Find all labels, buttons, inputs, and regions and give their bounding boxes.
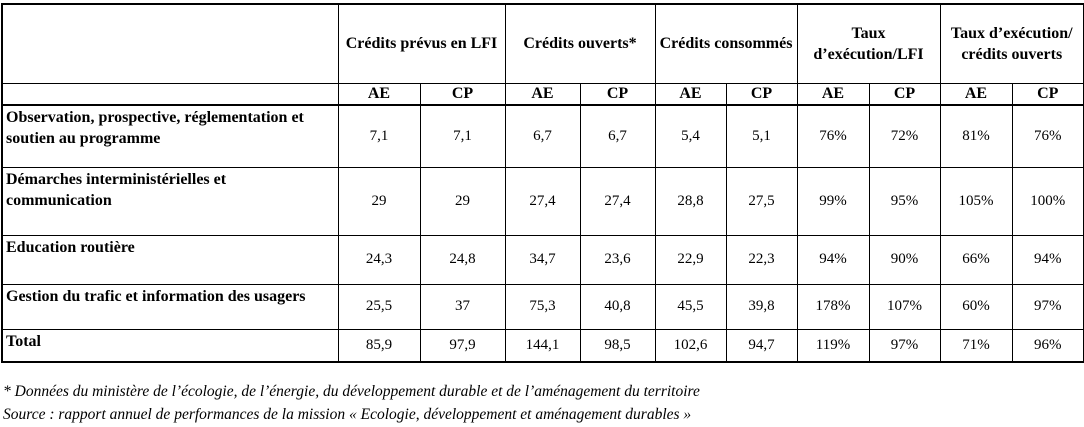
subheader-cp: CP [419,82,506,106]
table-container: Crédits prévus en LFI Crédits ouverts* C… [1,3,1084,363]
cell-value: 90% [868,234,941,285]
cell-value: 5,4 [654,104,727,168]
subheader-ae: AE [939,82,1013,106]
cell-value: 23,6 [579,234,656,285]
cell-value: 7,1 [419,104,506,168]
cell-value: 39,8 [725,283,798,330]
cell-value: 5,1 [725,104,798,168]
cell-value: 22,9 [654,234,727,285]
col-group-taux-execution-ouverts: Taux d’exécution/ crédits ouverts [939,3,1084,84]
cell-value: 22,3 [725,234,798,285]
cell-value: 45,5 [654,283,727,330]
credits-execution-table: Crédits prévus en LFI Crédits ouverts* C… [1,3,1084,363]
col-group-credits-ouverts: Crédits ouverts* [504,3,656,84]
row-label: Gestion du trafic et information des usa… [1,283,339,330]
table-row-gestion-trafic: Gestion du trafic et information des usa… [1,283,1084,330]
cell-value: 102,6 [654,328,727,363]
col-group-taux-execution-lfi: Taux d’exécution/LFI [796,3,941,84]
cell-value: 85,9 [337,328,421,363]
cell-value: 71% [939,328,1013,363]
cell-value: 96% [1011,328,1084,363]
cell-value: 27,4 [504,166,581,236]
row-label: Démarches interministérielles et communi… [1,166,339,236]
cell-value: 40,8 [579,283,656,330]
cell-value: 24,3 [337,234,421,285]
cell-value: 105% [939,166,1013,236]
cell-value: 97,9 [419,328,506,363]
table-body: Observation, prospective, réglementation… [1,104,1084,363]
cell-value: 34,7 [504,234,581,285]
cell-value: 76% [796,104,870,168]
cell-value: 27,4 [579,166,656,236]
subheader-cp: CP [725,82,798,106]
cell-value: 100% [1011,166,1084,236]
cell-value: 29 [419,166,506,236]
cell-value: 98,5 [579,328,656,363]
row-label: Education routière [1,234,339,285]
cell-value: 81% [939,104,1013,168]
subheader-cp: CP [579,82,656,106]
empty-subheader-cell [1,82,339,106]
cell-value: 6,7 [579,104,656,168]
cell-value: 94,7 [725,328,798,363]
table-row-observation: Observation, prospective, réglementation… [1,104,1084,168]
subheader-cp: CP [868,82,941,106]
footnote-report-source: Source : rapport annuel de performances … [3,406,692,423]
cell-value: 27,5 [725,166,798,236]
row-label: Observation, prospective, réglementation… [1,104,339,168]
cell-value: 94% [796,234,870,285]
subheader-cp: CP [1011,82,1084,106]
col-group-credits-prevus-lfi: Crédits prévus en LFI [337,3,506,84]
table-row-education-routiere: Education routière 24,3 24,8 34,7 23,6 2… [1,234,1084,285]
cell-value: 28,8 [654,166,727,236]
header-sub-row: AE CP AE CP AE CP AE CP AE CP [1,82,1084,106]
cell-value: 178% [796,283,870,330]
footnote-data-source: * Données du ministère de l’écologie, de… [3,383,700,400]
col-group-credits-consommes: Crédits consommés [654,3,798,84]
empty-corner-cell [1,3,339,84]
cell-value: 60% [939,283,1013,330]
cell-value: 29 [337,166,421,236]
cell-value: 107% [868,283,941,330]
cell-value: 6,7 [504,104,581,168]
footnotes: * Données du ministère de l’écologie, de… [3,380,1084,426]
table-header: Crédits prévus en LFI Crédits ouverts* C… [1,3,1084,106]
cell-value: 119% [796,328,870,363]
subheader-ae: AE [337,82,421,106]
cell-value: 24,8 [419,234,506,285]
table-row-total: Total 85,9 97,9 144,1 98,5 102,6 94,7 11… [1,328,1084,363]
cell-value: 75,3 [504,283,581,330]
subheader-ae: AE [796,82,870,106]
row-label: Total [1,328,339,363]
header-group-row: Crédits prévus en LFI Crédits ouverts* C… [1,3,1084,84]
cell-value: 76% [1011,104,1084,168]
cell-value: 25,5 [337,283,421,330]
cell-value: 97% [868,328,941,363]
cell-value: 37 [419,283,506,330]
cell-value: 7,1 [337,104,421,168]
subheader-ae: AE [504,82,581,106]
cell-value: 144,1 [504,328,581,363]
cell-value: 94% [1011,234,1084,285]
cell-value: 97% [1011,283,1084,330]
table-row-demarches: Démarches interministérielles et communi… [1,166,1084,236]
subheader-ae: AE [654,82,727,106]
cell-value: 99% [796,166,870,236]
cell-value: 95% [868,166,941,236]
cell-value: 66% [939,234,1013,285]
cell-value: 72% [868,104,941,168]
